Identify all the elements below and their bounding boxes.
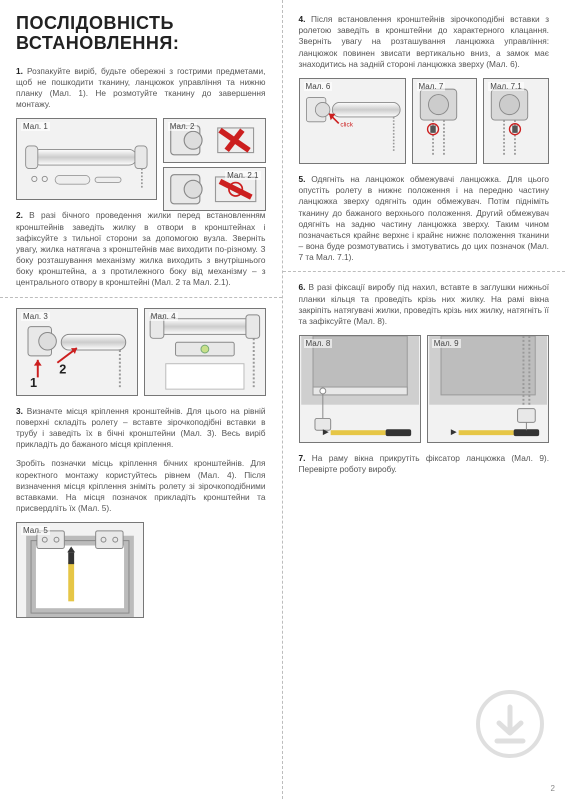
figure-label: Мал. 5 xyxy=(21,526,50,535)
step-2-text: 2. В разі бічного проведення жилки перед… xyxy=(16,210,266,288)
figure-4-svg xyxy=(145,309,265,395)
figure-label: Мал. 2 xyxy=(168,122,197,131)
horizontal-separator xyxy=(283,271,565,272)
svg-text:2: 2 xyxy=(59,362,66,376)
figure-label: Мал. 1 xyxy=(21,122,50,131)
fig-row-5: Мал. 5 xyxy=(16,522,266,618)
figure-5: Мал. 5 xyxy=(16,522,144,618)
figure-2-1: Мал. 2.1 xyxy=(163,167,266,212)
figure-7-svg xyxy=(413,79,477,163)
figure-label: Мал. 3 xyxy=(21,312,50,321)
figure-3: Мал. 3 1 2 xyxy=(16,308,138,396)
watermark-icon xyxy=(475,689,545,759)
step-4-text: 4. Після встановлення кронштейнів зірочк… xyxy=(299,14,550,70)
page-number: 2 xyxy=(551,784,555,793)
figure-9-svg xyxy=(428,336,548,442)
figure-1-svg xyxy=(17,119,156,199)
step-7-text: 7. На раму вікна прикрутіть фіксатор лан… xyxy=(299,453,550,475)
fig-row-1-2: Мал. 1 Мал. 2 xyxy=(16,118,266,200)
fig-row-3-4: Мал. 3 1 2 Мал. 4 xyxy=(16,308,266,396)
figure-label: Мал. 7.1 xyxy=(488,82,523,91)
figure-label: Мал. 7 xyxy=(417,82,446,91)
figure-8: Мал. 8 xyxy=(299,335,421,443)
figure-4: Мал. 4 xyxy=(144,308,266,396)
main-title: ПОСЛІДОВНІСТЬ ВСТАНОВЛЕННЯ: xyxy=(16,14,266,54)
figure-label: Мал. 6 xyxy=(304,82,333,91)
figure-7: Мал. 7 xyxy=(412,78,478,164)
figure-label: Мал. 4 xyxy=(149,312,178,321)
horizontal-separator xyxy=(0,297,282,298)
figure-6: Мал. 6 click xyxy=(299,78,406,164)
fig-row-8-9: Мал. 8 Мал. 9 xyxy=(299,335,550,443)
figure-5-svg xyxy=(17,523,143,617)
figure-2: Мал. 2 xyxy=(163,118,266,163)
figure-8-svg xyxy=(300,336,420,442)
figure-1: Мал. 1 xyxy=(16,118,157,200)
left-column: ПОСЛІДОВНІСТЬ ВСТАНОВЛЕННЯ: 1. Розпакуйт… xyxy=(0,0,283,799)
right-column: 4. Після встановлення кронштейнів зірочк… xyxy=(283,0,565,799)
click-label: click xyxy=(340,122,353,129)
figure-7-1: Мал. 7.1 xyxy=(483,78,549,164)
figure-9: Мал. 9 xyxy=(427,335,549,443)
figure-label: Мал. 9 xyxy=(432,339,461,348)
figure-label: Мал. 8 xyxy=(304,339,333,348)
figure-7-1-svg xyxy=(484,79,548,163)
figure-3-svg: 1 2 xyxy=(17,309,137,395)
step-1-text: 1. Розпакуйте виріб, будьте обережні з г… xyxy=(16,66,266,111)
step-6-text: 6. В разі фіксації виробу під нахил, вст… xyxy=(299,282,550,327)
fig-row-6-7: Мал. 6 click Мал. 7 xyxy=(299,78,550,164)
step-3b-text: Зробіть позначки місць кріплення бічних … xyxy=(16,458,266,514)
svg-text:1: 1 xyxy=(30,376,37,390)
figure-6-svg: click xyxy=(300,79,405,163)
step-3a-text: 3. Визначте місця кріплення кронштейнів.… xyxy=(16,406,266,451)
figure-label: Мал. 2.1 xyxy=(225,171,260,180)
step-5-text: 5. Одягніть на ланцюжок обмежувачі ланцю… xyxy=(299,174,550,264)
